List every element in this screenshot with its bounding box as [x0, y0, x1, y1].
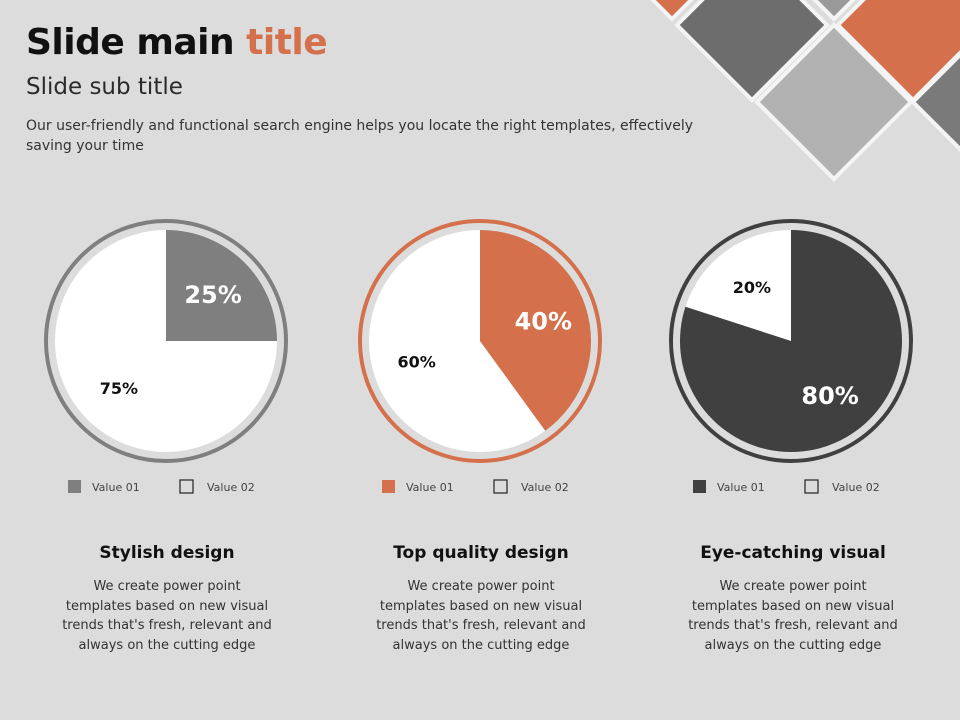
slide-subtitle: Slide sub title: [26, 74, 183, 100]
pie-label-value-02: 75%: [100, 379, 138, 398]
feature-2-title: Top quality design: [393, 543, 569, 563]
feature-2-text: We create power point templates based on…: [376, 579, 586, 653]
pie-slice-value-02: [369, 230, 546, 452]
deco-diamond-5: [650, 0, 694, 22]
pie-label-value-02: 60%: [398, 353, 436, 372]
chart-3-container: 80% 20% Value 01 Value 02: [631, 210, 951, 510]
title-block: Slide main title Slide sub title Our use…: [26, 20, 726, 156]
legend-swatch-value-01: [693, 480, 706, 493]
feature-3-title: Eye-catching visual: [700, 543, 886, 563]
feature-3-text: We create power point templates based on…: [688, 579, 898, 653]
pie-label-value-01: 40%: [515, 307, 572, 335]
pie-slice-value-01: [680, 230, 902, 452]
title-accent-part: title: [246, 22, 328, 63]
legend-swatch-value-02: [179, 479, 194, 494]
feature-3: Eye-catching visual We create power poin…: [643, 540, 943, 655]
legend-swatch-value-01: [382, 480, 395, 493]
pie-outer-ring: [44, 219, 288, 463]
legend-label-value-02: Value 02: [207, 481, 255, 494]
feature-1-title: Stylish design: [99, 543, 235, 563]
pie-outer-ring: [358, 219, 602, 463]
pie-label-value-01: 80%: [801, 382, 858, 410]
chart-1-container: 25% 75% Value 01 Value 02: [6, 210, 326, 510]
pie-chart-2: 40% 60% Value 01 Value 02: [358, 219, 602, 494]
legend-label-value-02: Value 02: [832, 481, 880, 494]
title-main-part: Slide main: [26, 22, 247, 63]
pie-chart-3: 80% 20% Value 01 Value 02: [669, 219, 913, 494]
feature-1: Stylish design We create power point tem…: [17, 540, 317, 655]
slide-main-title: Slide main title: [26, 20, 726, 66]
legend-label-value-01: Value 01: [92, 481, 140, 494]
deco-diamond-4: [910, 52, 960, 152]
slide-description: Our user-friendly and functional search …: [26, 118, 694, 154]
deco-diamond-1: [674, 0, 830, 103]
chart-2-container: 40% 60% Value 01 Value 02: [320, 210, 640, 510]
pie-outer-ring: [669, 219, 913, 463]
legend-label-value-01: Value 01: [717, 481, 765, 494]
feature-2: Top quality design We create power point…: [331, 540, 631, 655]
legend-label-value-02: Value 02: [521, 481, 569, 494]
pie-label-value-01: 25%: [184, 281, 241, 309]
deco-diamond-3: [754, 22, 914, 182]
legend-label-value-01: Value 01: [406, 481, 454, 494]
pie-slice-value-01: [166, 230, 277, 341]
pie-label-value-02: 20%: [733, 278, 771, 297]
legend-swatch-value-02: [804, 479, 819, 494]
pie-slice-value-01: [480, 230, 591, 431]
legend-swatch-value-02: [493, 479, 508, 494]
pie-chart-1: 25% 75% Value 01 Value 02: [44, 219, 288, 494]
pie-slice-value-02: [685, 230, 791, 341]
feature-1-text: We create power point templates based on…: [62, 579, 272, 653]
deco-diamond-6: [812, 0, 856, 22]
legend-swatch-value-01: [68, 480, 81, 493]
